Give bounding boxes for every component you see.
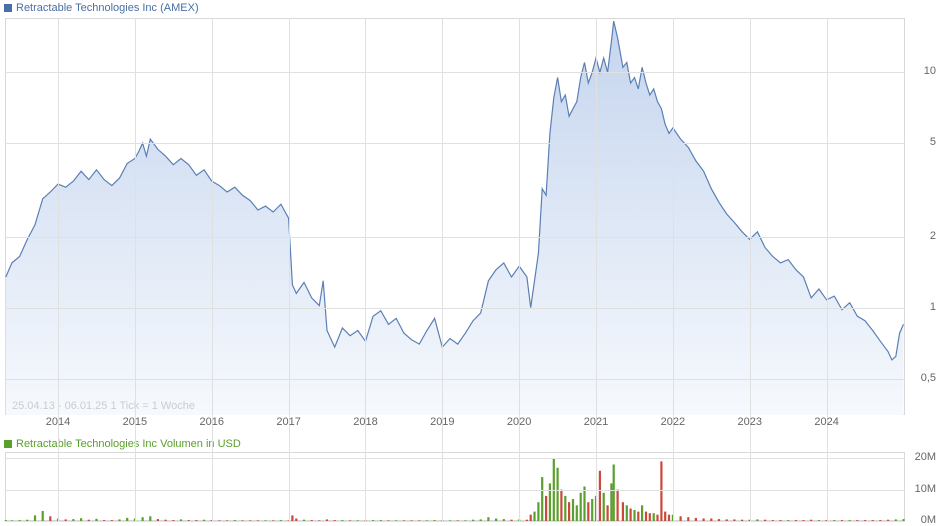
stock-chart-container: Retractable Technologies Inc (AMEX) 25.0… — [0, 0, 940, 526]
grid-line-h — [5, 521, 905, 522]
y-axis-label: 0,5 — [921, 372, 936, 384]
grid-line-v — [289, 18, 290, 521]
volume-y-label: 20M — [915, 451, 936, 463]
grid-line-v — [827, 18, 828, 521]
x-axis-label: 2023 — [737, 416, 761, 428]
y-axis-label: 5 — [930, 136, 936, 148]
y-axis-label: 10 — [924, 65, 936, 77]
volume-y-label: 10M — [915, 483, 936, 495]
x-axis-label: 2021 — [584, 416, 608, 428]
grid-line-v — [135, 18, 136, 521]
x-axis-label: 2019 — [430, 416, 454, 428]
grid-line-v — [519, 18, 520, 521]
grid-line-h — [5, 490, 905, 491]
y-axis-label: 2 — [930, 230, 936, 242]
grid-line-h — [5, 458, 905, 459]
grid-line-v — [596, 18, 597, 521]
grid-line-v — [673, 18, 674, 521]
grid-line-h — [5, 72, 905, 73]
grid-line-v — [750, 18, 751, 521]
grid-line-v — [365, 18, 366, 521]
grid-line-h — [5, 237, 905, 238]
volume-bar-chart — [0, 0, 940, 526]
grid-line-v — [442, 18, 443, 521]
grid-line-h — [5, 379, 905, 380]
x-axis-label: 2018 — [353, 416, 377, 428]
x-axis-label: 2020 — [507, 416, 531, 428]
volume-y-label: 0M — [921, 514, 936, 526]
x-axis-label: 2016 — [199, 416, 223, 428]
x-axis-label: 2017 — [276, 416, 300, 428]
x-axis-label: 2024 — [814, 416, 838, 428]
x-axis-label: 2022 — [661, 416, 685, 428]
x-axis-label: 2014 — [46, 416, 70, 428]
grid-line-h — [5, 143, 905, 144]
grid-line-v — [58, 18, 59, 521]
grid-line-v — [212, 18, 213, 521]
grid-line-h — [5, 308, 905, 309]
x-axis-label: 2015 — [123, 416, 147, 428]
y-axis-label: 1 — [930, 301, 936, 313]
